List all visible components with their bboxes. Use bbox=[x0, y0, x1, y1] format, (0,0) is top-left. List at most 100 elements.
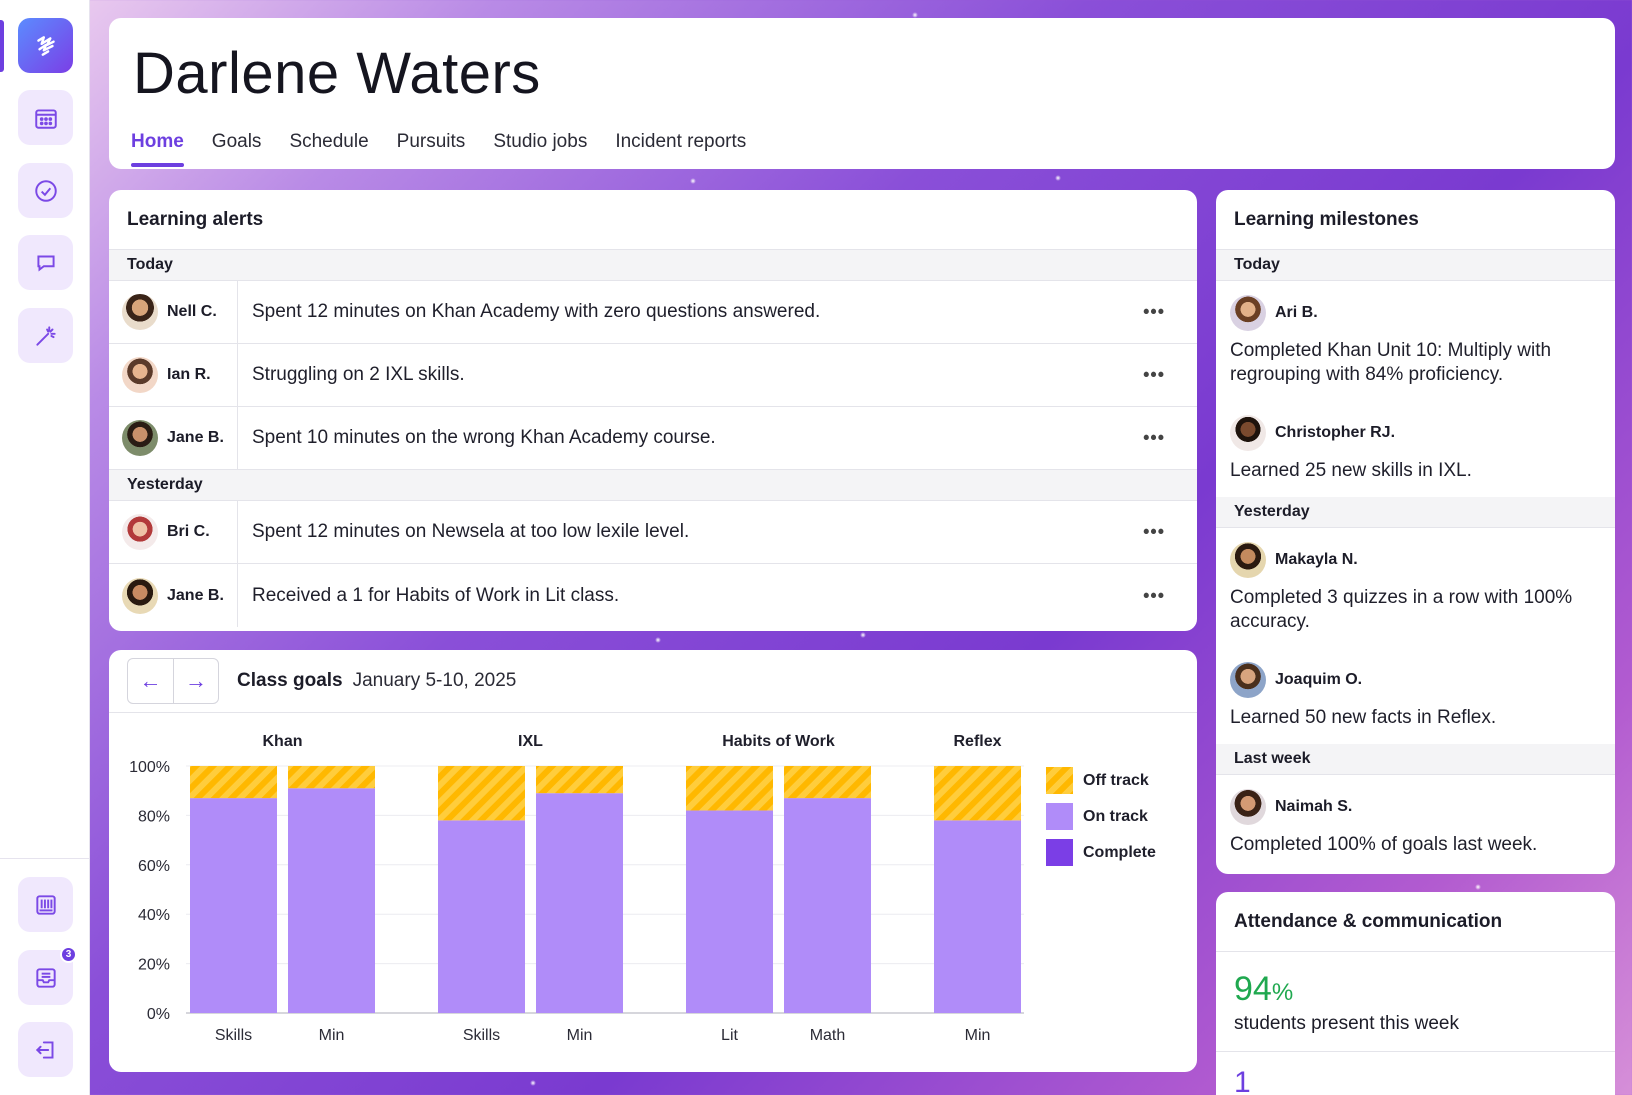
legend-swatch-off-track bbox=[1046, 767, 1073, 794]
alert-text: Spent 12 minutes on Newsela at too low l… bbox=[252, 521, 690, 542]
legend-label: Off track bbox=[1083, 771, 1149, 789]
legend-label: Complete bbox=[1083, 843, 1156, 861]
class-goals-card: ← → Class goals January 5-10, 2025 100% 8… bbox=[109, 650, 1197, 1072]
sidebar-inbox-button[interactable]: 3 bbox=[18, 946, 77, 1005]
bar-off-track bbox=[438, 766, 525, 821]
student-name: Ian R. bbox=[167, 366, 211, 383]
magic-wand-icon bbox=[35, 325, 56, 346]
bar-on-track bbox=[934, 820, 1021, 1013]
alert-text: Received a 1 for Habits of Work in Lit c… bbox=[252, 584, 620, 606]
library-icon bbox=[35, 894, 56, 915]
sidebar-messages-button[interactable] bbox=[18, 235, 73, 290]
student-header: Darlene Waters Home Goals Schedule Pursu… bbox=[109, 18, 1615, 169]
milestone-item[interactable]: Ari B. Completed Khan Unit 10: Multiply … bbox=[1216, 281, 1615, 401]
y-tick-label: 80% bbox=[138, 808, 170, 825]
legend-swatch-complete bbox=[1046, 839, 1073, 866]
learning-alerts-title: Learning alerts bbox=[109, 190, 1197, 250]
alert-student: Jane B. bbox=[109, 407, 238, 469]
class-goals-date: January 5-10, 2025 bbox=[352, 670, 517, 691]
next-week-button[interactable]: → bbox=[173, 659, 218, 703]
more-options-icon[interactable]: ••• bbox=[1143, 301, 1165, 322]
sidebar-library-button[interactable] bbox=[18, 877, 73, 932]
student-name: Jane B. bbox=[167, 429, 224, 446]
more-options-icon[interactable]: ••• bbox=[1143, 521, 1165, 542]
avatar bbox=[1230, 789, 1266, 825]
bar-off-track bbox=[686, 766, 773, 811]
calendar-icon bbox=[34, 108, 57, 129]
alerts-section-today: Today bbox=[109, 250, 1197, 281]
sidebar: 3 bbox=[0, 0, 90, 1095]
x-tick-label: Lit bbox=[721, 1027, 738, 1044]
tab-incident-reports[interactable]: Incident reports bbox=[615, 131, 747, 152]
alert-row[interactable]: Ian R. Struggling on 2 IXL skills. ••• bbox=[109, 344, 1197, 407]
avatar bbox=[1230, 295, 1266, 331]
background-sparkle bbox=[860, 632, 866, 638]
bar-on-track bbox=[190, 798, 277, 1013]
x-tick-label: Min bbox=[965, 1027, 991, 1044]
milestone-item[interactable]: Makayla N. Completed 3 quizzes in a row … bbox=[1216, 528, 1615, 648]
alert-row[interactable]: Jane B. Received a 1 for Habits of Work … bbox=[109, 564, 1197, 627]
legend-swatch-on-track bbox=[1046, 803, 1073, 830]
group-label: Khan bbox=[263, 733, 303, 750]
more-options-icon[interactable]: ••• bbox=[1143, 585, 1165, 605]
previous-week-button[interactable]: ← bbox=[139, 668, 162, 693]
tab-bar: Home Goals Schedule Pursuits Studio jobs… bbox=[131, 131, 746, 167]
alert-text: Spent 10 minutes on the wrong Khan Acade… bbox=[252, 427, 716, 448]
logout-icon bbox=[35, 1040, 53, 1059]
student-name: Nell C. bbox=[167, 303, 217, 320]
alert-row[interactable]: Bri C. Spent 12 minutes on Newsela at to… bbox=[109, 501, 1197, 564]
legend-on-track: On track bbox=[1046, 803, 1148, 830]
legend-complete: Complete bbox=[1046, 839, 1156, 866]
milestone-item[interactable]: Joaquim O. Learned 50 new facts in Refle… bbox=[1216, 648, 1615, 744]
milestone-item[interactable]: Christopher RJ. Learned 25 new skills in… bbox=[1216, 401, 1615, 497]
page-title: Darlene Waters bbox=[133, 41, 541, 106]
check-circle-icon bbox=[34, 179, 57, 202]
alert-student: Nell C. bbox=[109, 281, 238, 343]
y-tick-label: 40% bbox=[138, 907, 170, 924]
alert-text: Spent 12 minutes on Khan Academy with ze… bbox=[252, 301, 821, 322]
avatar bbox=[122, 420, 158, 456]
milestone-item[interactable]: Naimah S. Completed 100% of goals last w… bbox=[1216, 775, 1615, 871]
learning-milestones-card: Learning milestones Today Ari B. Complet… bbox=[1216, 190, 1615, 874]
alert-student: Bri C. bbox=[109, 501, 238, 563]
communication-value: 1 bbox=[1234, 1066, 1251, 1095]
more-options-icon[interactable]: ••• bbox=[1143, 364, 1165, 385]
tab-schedule[interactable]: Schedule bbox=[289, 131, 369, 152]
student-name: Ari B. bbox=[1275, 304, 1318, 321]
tab-studio-jobs[interactable]: Studio jobs bbox=[493, 131, 588, 152]
bar-on-track bbox=[536, 793, 623, 1013]
student-name: Bri C. bbox=[167, 523, 210, 540]
legend-off-track: Off track bbox=[1046, 767, 1149, 794]
lightning-logo-icon bbox=[36, 35, 55, 56]
milestone-text: Learned 25 new skills in IXL. bbox=[1230, 460, 1472, 481]
background-sparkle bbox=[1055, 175, 1061, 181]
y-tick-label: 20% bbox=[138, 957, 170, 974]
sidebar-tasks-button[interactable] bbox=[18, 163, 73, 218]
background-sparkle bbox=[530, 1080, 536, 1086]
tab-goals[interactable]: Goals bbox=[211, 131, 262, 152]
sidebar-home-logo-button[interactable] bbox=[18, 18, 73, 73]
attendance-unit: % bbox=[1271, 979, 1294, 1006]
attendance-percentage: 94% bbox=[1216, 952, 1615, 1009]
x-tick-label: Min bbox=[567, 1027, 593, 1044]
sidebar-logout-button[interactable] bbox=[18, 1022, 73, 1077]
x-tick-label: Skills bbox=[463, 1027, 500, 1044]
sidebar-magic-button[interactable] bbox=[18, 308, 73, 363]
bar-off-track bbox=[190, 766, 277, 799]
alert-row[interactable]: Nell C. Spent 12 minutes on Khan Academy… bbox=[109, 281, 1197, 344]
alert-text: Struggling on 2 IXL skills. bbox=[252, 364, 465, 385]
y-tick-label: 0% bbox=[147, 1006, 170, 1023]
tab-home[interactable]: Home bbox=[131, 131, 184, 167]
avatar bbox=[122, 357, 158, 393]
milestone-student: Makayla N. bbox=[1230, 542, 1601, 578]
tab-pursuits[interactable]: Pursuits bbox=[396, 131, 466, 152]
attendance-title: Attendance & communication bbox=[1216, 892, 1615, 952]
bar-off-track bbox=[934, 766, 1021, 821]
alert-row[interactable]: Jane B. Spent 10 minutes on the wrong Kh… bbox=[109, 407, 1197, 470]
sidebar-calendar-button[interactable] bbox=[18, 90, 73, 145]
avatar bbox=[122, 577, 158, 614]
more-options-icon[interactable]: ••• bbox=[1143, 427, 1165, 448]
alert-student: Ian R. bbox=[109, 344, 238, 406]
legend-label: On track bbox=[1083, 807, 1148, 825]
student-name: Joaquim O. bbox=[1275, 671, 1363, 688]
